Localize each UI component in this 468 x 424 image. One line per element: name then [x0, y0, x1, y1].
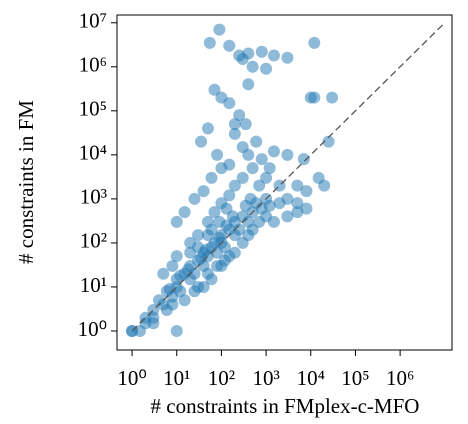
- point: [242, 47, 255, 60]
- point: [188, 192, 201, 205]
- point: [223, 97, 236, 110]
- point: [157, 267, 170, 280]
- plot-frame: [116, 14, 453, 351]
- point: [267, 49, 280, 62]
- point: [291, 179, 304, 192]
- point: [170, 215, 183, 228]
- y-tick-label: 10²: [80, 229, 107, 253]
- point: [250, 135, 263, 148]
- point: [220, 202, 233, 215]
- x-axis-label: # constraints in FMplex-c-MFO: [151, 394, 420, 418]
- point: [239, 199, 252, 212]
- point: [170, 250, 183, 263]
- point: [233, 109, 246, 122]
- point: [178, 206, 191, 219]
- y-tick-label: 10³: [80, 185, 107, 209]
- point: [260, 62, 273, 75]
- point: [281, 51, 294, 64]
- x-tick-label: 10⁴: [297, 366, 325, 390]
- point: [223, 189, 236, 202]
- point: [174, 285, 187, 298]
- point: [260, 171, 273, 184]
- point: [233, 223, 246, 236]
- point: [211, 148, 224, 161]
- point: [192, 229, 205, 242]
- point: [291, 197, 304, 210]
- point: [246, 60, 259, 73]
- point: [188, 285, 201, 298]
- point: [242, 78, 255, 91]
- point: [281, 210, 294, 223]
- point: [322, 135, 335, 148]
- point: [308, 91, 321, 104]
- point: [326, 91, 339, 104]
- point: [253, 179, 266, 192]
- point: [147, 317, 160, 330]
- point: [239, 118, 252, 131]
- point: [201, 229, 214, 242]
- point: [195, 135, 208, 148]
- point: [246, 162, 259, 175]
- point: [166, 259, 179, 272]
- point: [267, 145, 280, 158]
- point: [291, 206, 304, 219]
- point: [218, 241, 231, 254]
- x-tick-label: 10²: [208, 366, 235, 390]
- y-tick-label: 10⁰: [78, 317, 107, 341]
- point: [203, 36, 216, 49]
- point: [273, 197, 286, 210]
- point: [197, 280, 210, 293]
- point: [300, 185, 313, 198]
- point: [205, 273, 218, 286]
- x-tick-label: 10⁶: [386, 366, 414, 390]
- point: [208, 206, 221, 219]
- point: [255, 153, 268, 166]
- point: [308, 36, 321, 49]
- point: [223, 39, 236, 52]
- point: [215, 259, 228, 272]
- point: [195, 252, 208, 265]
- point: [236, 171, 249, 184]
- point: [297, 153, 310, 166]
- point: [166, 298, 179, 311]
- point: [170, 324, 183, 337]
- y-tick-label: 10⁵: [79, 97, 107, 121]
- y-axis-label: # constraints in FM: [14, 100, 38, 264]
- point: [223, 158, 236, 171]
- point: [263, 162, 276, 175]
- point: [318, 179, 331, 192]
- point: [205, 171, 218, 184]
- y-tick-label: 10⁴: [79, 141, 107, 165]
- point: [281, 148, 294, 161]
- point: [255, 45, 268, 58]
- point: [178, 294, 191, 307]
- x-tick-label: 10⁰: [117, 366, 146, 390]
- point: [228, 118, 241, 131]
- y-tick-label: 10⁷: [79, 9, 107, 33]
- point: [233, 49, 246, 62]
- point: [201, 122, 214, 135]
- point: [263, 199, 276, 212]
- point: [208, 83, 221, 96]
- point: [197, 185, 210, 198]
- point: [213, 215, 226, 228]
- x-tick-label: 10⁵: [341, 366, 369, 390]
- reference-line: [131, 22, 446, 332]
- point: [213, 23, 226, 36]
- x-tick-label: 10¹: [163, 366, 190, 390]
- point: [228, 127, 241, 140]
- point: [163, 282, 176, 295]
- x-tick-label: 10³: [252, 366, 279, 390]
- point: [236, 141, 249, 154]
- point: [300, 202, 313, 215]
- point: [174, 269, 187, 282]
- point: [192, 241, 205, 254]
- y-tick-label: 10⁶: [79, 53, 107, 77]
- point: [228, 179, 241, 192]
- point: [260, 210, 273, 223]
- y-tick-label: 10¹: [80, 273, 107, 297]
- point: [223, 250, 236, 263]
